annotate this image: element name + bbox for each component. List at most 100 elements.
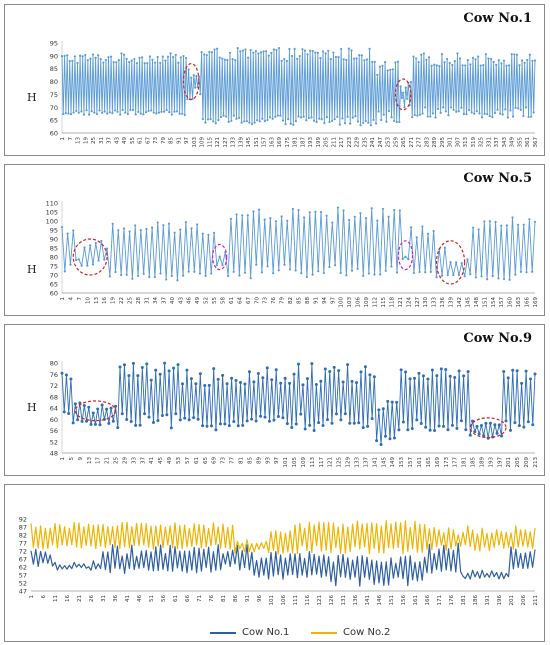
data-point: [209, 424, 213, 428]
data-point: [268, 419, 271, 423]
data-point: [401, 257, 404, 260]
x-tick-label: 141: [365, 595, 371, 606]
data-point: [529, 377, 533, 381]
data-point: [254, 419, 258, 423]
data-point: [187, 68, 190, 71]
data-point: [311, 49, 314, 53]
chart-svg-cow1: 60 65 70 75 80 85 90 95 1 7 13 19 25 31 37 43 49 55 61 67 73…: [50, 40, 539, 148]
data-point: [468, 433, 472, 437]
data-point: [383, 60, 387, 64]
data-point: [301, 48, 304, 51]
data-point: [186, 98, 189, 101]
data-point: [117, 59, 120, 62]
data-point: [151, 420, 155, 424]
data-point: [164, 59, 167, 62]
data-point: [260, 271, 263, 274]
data-point: [364, 217, 368, 220]
data-point: [243, 120, 246, 123]
x-tick-label: 49: [122, 137, 128, 144]
y-tick-label: 82: [19, 532, 27, 540]
data-point: [75, 109, 78, 113]
x-tick-label: 37: [107, 137, 113, 144]
data-point: [288, 47, 291, 51]
x-tick-label: 67: [145, 137, 151, 144]
data-point: [504, 108, 507, 111]
x-tick-label: 271: [409, 137, 415, 148]
data-point: [187, 418, 191, 422]
x-tick-label: 137: [363, 457, 369, 468]
data-point: [286, 219, 289, 222]
data-point: [143, 412, 147, 416]
x-tick-label: 101: [269, 595, 275, 606]
data-point: [318, 117, 321, 120]
data-point: [169, 52, 172, 55]
data-point: [139, 229, 142, 232]
data-point: [227, 274, 230, 278]
data-point: [463, 275, 466, 278]
data-point: [232, 420, 236, 424]
x-tick-label: 223: [347, 137, 353, 148]
data-point: [502, 369, 506, 373]
data-point: [160, 413, 164, 417]
data-point: [208, 50, 211, 54]
data-point: [221, 57, 224, 60]
data-point: [533, 59, 537, 62]
data-point: [531, 270, 534, 273]
x-tick-label: 229: [355, 137, 361, 148]
data-point: [261, 376, 265, 380]
data-point: [151, 226, 154, 229]
data-point: [345, 274, 348, 277]
data-point: [272, 48, 276, 51]
x-tick-label: 7: [77, 297, 83, 301]
x-tick-label: 181: [293, 137, 299, 148]
data-point: [243, 382, 247, 386]
data-point: [111, 419, 115, 423]
data-point: [288, 268, 292, 271]
data-point: [402, 91, 405, 94]
data-point: [147, 415, 151, 419]
data-point: [416, 114, 419, 117]
data-point: [257, 52, 260, 55]
data-point: [331, 119, 334, 122]
data-point: [119, 113, 122, 116]
x-tick-label: 177: [453, 457, 459, 468]
data-point: [387, 215, 390, 218]
data-point: [179, 56, 182, 59]
data-point: [393, 208, 396, 212]
data-point: [340, 47, 343, 51]
data-point: [455, 261, 458, 264]
data-point: [124, 111, 127, 114]
y-tick-label: 65: [50, 281, 58, 289]
data-point: [80, 419, 84, 423]
data-point: [455, 426, 459, 430]
data-point: [405, 97, 409, 100]
data-point: [283, 57, 286, 61]
y-tick-label: 48: [50, 450, 58, 458]
data-point: [520, 381, 524, 385]
x-tick-label: 130: [423, 297, 429, 308]
x-tick-label: 166: [525, 297, 531, 308]
data-point: [285, 422, 289, 426]
data-point: [195, 74, 198, 78]
data-point: [426, 377, 430, 381]
data-point: [212, 367, 216, 371]
x-tick-label: 19: [111, 297, 117, 304]
x-tick-label: 53: [176, 457, 182, 464]
legend-item-cow1: Cow No.1: [210, 627, 289, 638]
data-point: [252, 380, 256, 384]
data-point: [435, 276, 438, 279]
chart-title: Cow No.1: [463, 11, 532, 26]
data-point: [246, 214, 249, 217]
data-point: [254, 50, 257, 53]
legend-item-cow2: Cow No.2: [311, 627, 390, 638]
x-tick-label: 157: [499, 297, 505, 308]
data-point: [60, 55, 64, 58]
data-point: [360, 54, 363, 57]
x-tick-label: 66: [185, 595, 191, 602]
data-point: [162, 224, 165, 227]
data-point: [446, 57, 449, 61]
x-tick-label: 367: [533, 137, 539, 148]
data-point: [218, 255, 221, 258]
x-tick-label: 115: [207, 137, 213, 148]
data-point: [299, 412, 303, 416]
